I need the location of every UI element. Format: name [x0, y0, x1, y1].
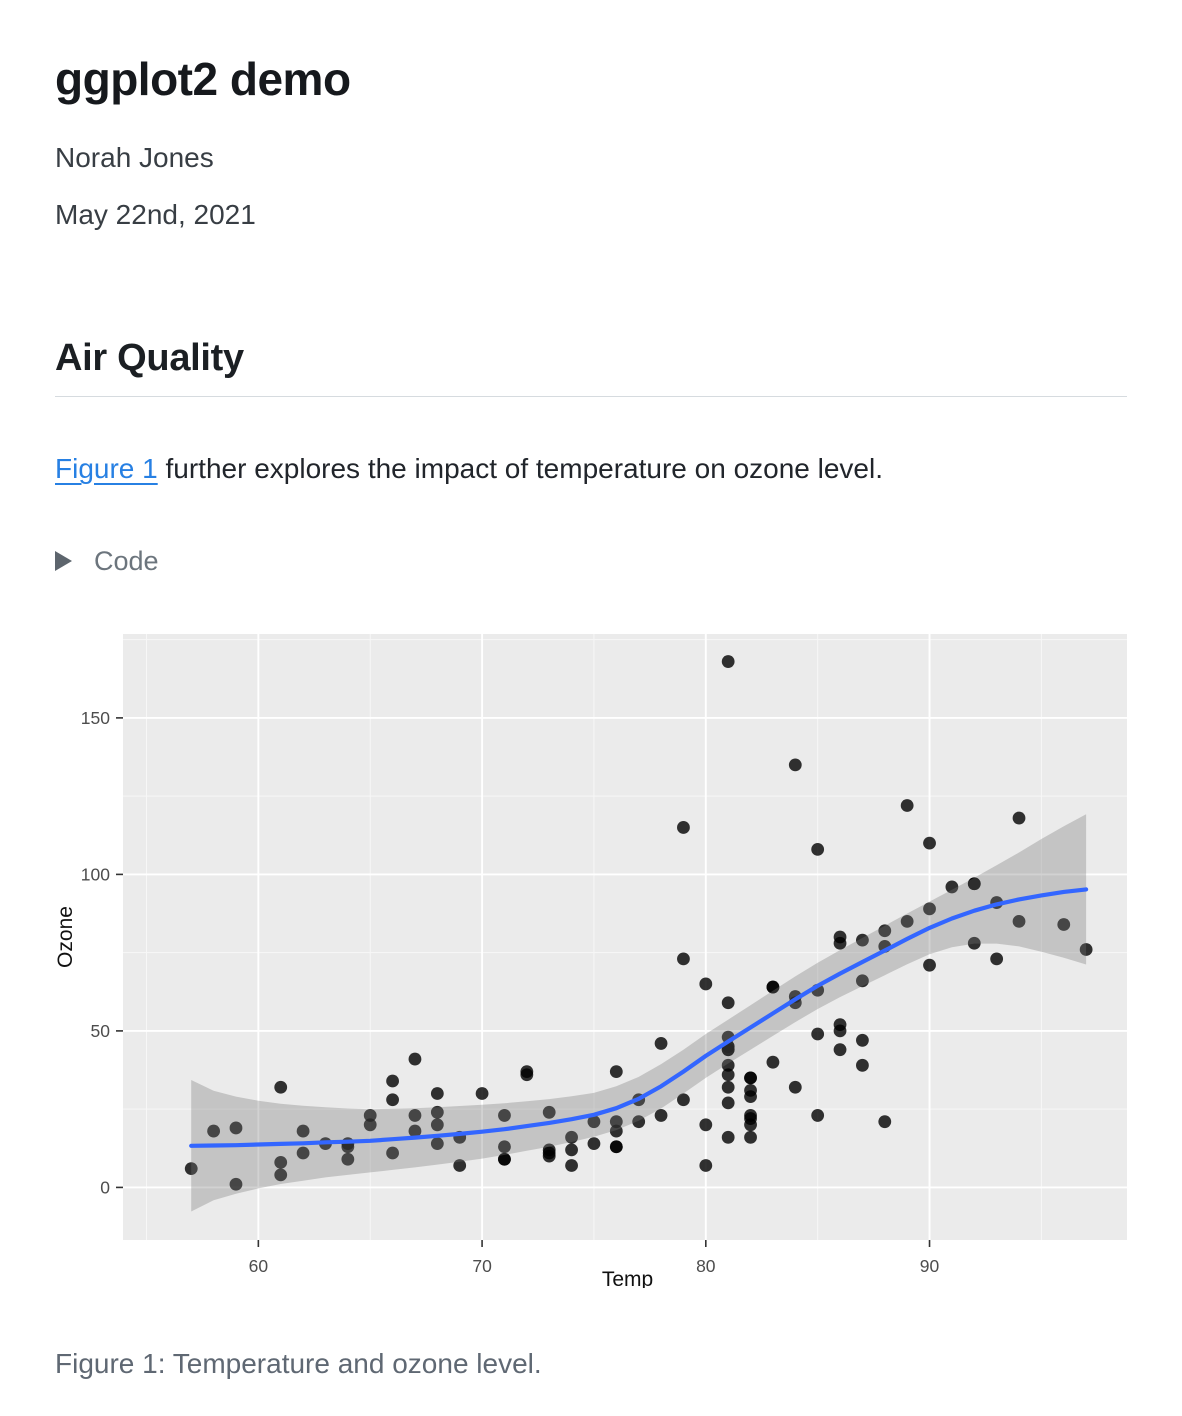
code-disclosure[interactable]: Code [55, 546, 1127, 577]
svg-text:150: 150 [81, 708, 110, 728]
y-axis: 0 50 100 150 [81, 708, 123, 1197]
y-axis-title: Ozone [55, 906, 77, 968]
sentence-text: further explores the impact of temperatu… [157, 453, 883, 484]
page-title: ggplot2 demo [55, 53, 351, 105]
svg-text:50: 50 [91, 1021, 111, 1041]
minor-gridlines [123, 633, 1132, 1240]
code-disclosure-label: Code [94, 545, 159, 576]
section-heading-air-quality: Air Quality [55, 337, 1127, 397]
figure-1: 60 70 80 90 0 50 100 150 Temp Ozone Figure 1: Tem… [54, 626, 1132, 1380]
points-layer [184, 654, 1093, 1191]
author: Norah Jones [55, 142, 214, 173]
svg-text:90: 90 [920, 1256, 940, 1276]
figure-reference-sentence: Figure 1 further explores the impact of … [55, 449, 1127, 490]
svg-text:70: 70 [472, 1256, 492, 1276]
plot-panel [123, 633, 1132, 1240]
figure-1-link[interactable]: Figure 1 [55, 453, 158, 484]
svg-text:100: 100 [81, 864, 110, 884]
confidence-ribbon [191, 813, 1087, 1212]
disclosure-triangle-icon [55, 551, 72, 572]
ozone-temp-chart: 60 70 80 90 0 50 100 150 Temp Ozone [54, 633, 1132, 1291]
svg-text:0: 0 [100, 1177, 110, 1197]
figure-caption: Figure 1: Temperature and ozone level. [55, 1347, 542, 1379]
x-axis-title: Temp [602, 1268, 653, 1288]
x-axis: 60 70 80 90 [249, 1239, 940, 1276]
svg-text:60: 60 [249, 1256, 269, 1276]
smooth-line [189, 886, 1089, 1148]
major-gridlines [123, 633, 1132, 1240]
svg-text:80: 80 [696, 1256, 716, 1276]
publish-date: May 22nd, 2021 [55, 199, 256, 230]
